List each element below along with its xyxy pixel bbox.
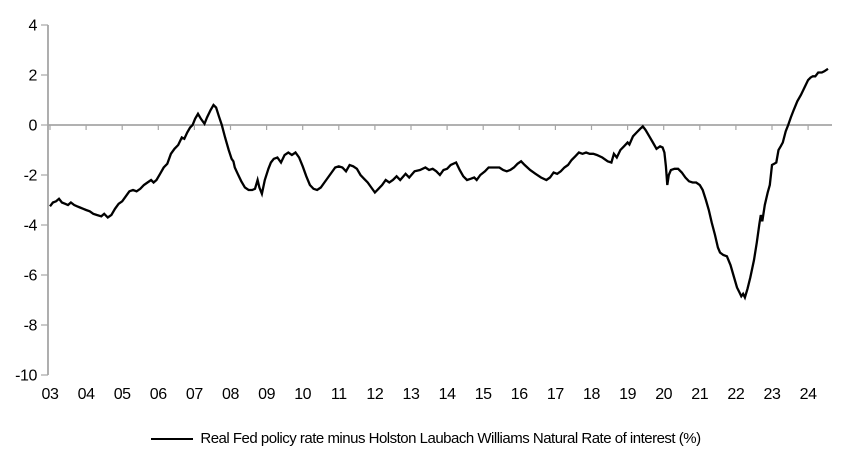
x-axis-label: 06 xyxy=(150,386,167,403)
x-axis-label: 16 xyxy=(511,386,528,403)
x-axis-label: 23 xyxy=(764,386,781,403)
data-line xyxy=(49,67,829,301)
y-axis-label: -2 xyxy=(24,168,38,185)
x-axis-label: 09 xyxy=(258,386,275,403)
x-axis-label: 08 xyxy=(222,386,239,403)
x-axis-label: 19 xyxy=(619,386,636,403)
legend-label: Real Fed policy rate minus Holston Lauba… xyxy=(200,430,701,447)
x-axis-label: 22 xyxy=(727,386,744,403)
y-axis-label: 0 xyxy=(29,118,38,135)
y-axis-label: -10 xyxy=(15,368,37,385)
x-axis-label: 03 xyxy=(42,386,59,403)
chart-area: 03 04 05 06 07 08 09 10 11 12 13 14 15 16 17 18 19 20 21 22… xyxy=(15,18,832,403)
x-axis-label: 04 xyxy=(78,386,95,403)
x-axis-label: 14 xyxy=(439,386,456,403)
x-axis-label: 10 xyxy=(294,386,311,403)
x-axis-label: 12 xyxy=(366,386,383,403)
x-axis-label: 18 xyxy=(583,386,600,403)
x-axis-label: 20 xyxy=(655,386,672,403)
x-axis-label: 05 xyxy=(114,386,131,403)
x-axis-label: 13 xyxy=(403,386,420,403)
y-axis-label: 4 xyxy=(29,18,38,35)
x-axis-label: 07 xyxy=(186,386,203,403)
x-axis-label: 21 xyxy=(691,386,708,403)
legend: Real Fed policy rate minus Holston Lauba… xyxy=(0,430,852,447)
y-axis-label: -8 xyxy=(24,318,38,335)
x-axis-label: 15 xyxy=(475,386,492,403)
x-axis-label: 17 xyxy=(547,386,564,403)
x-axis-label: 24 xyxy=(800,386,817,403)
y-axis-label: -4 xyxy=(24,218,38,235)
legend-line-icon xyxy=(151,437,194,440)
x-axis-label: 11 xyxy=(331,386,347,403)
chart-svg: 03 04 05 06 07 08 09 10 11 12 13 14 15 16 17 18 19 20 21 22… xyxy=(15,18,832,403)
y-axis-label: 2 xyxy=(29,68,38,85)
y-axis-label: -6 xyxy=(24,268,38,285)
